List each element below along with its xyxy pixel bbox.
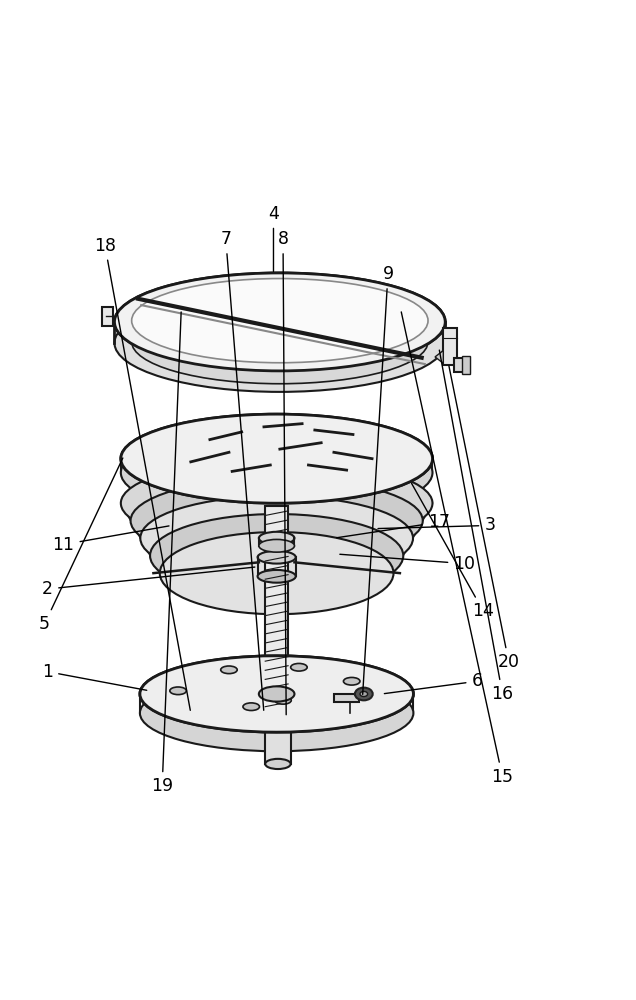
Ellipse shape [114,294,445,392]
Text: 19: 19 [151,312,181,795]
Ellipse shape [360,691,368,697]
Ellipse shape [291,663,307,671]
Text: 6: 6 [384,672,483,694]
Text: 5: 5 [39,458,123,633]
Ellipse shape [132,279,428,363]
FancyBboxPatch shape [102,307,113,326]
Ellipse shape [259,532,294,545]
Ellipse shape [140,656,413,732]
Text: 8: 8 [277,230,289,715]
Text: 15: 15 [401,312,513,786]
Ellipse shape [140,656,413,732]
FancyBboxPatch shape [454,358,470,372]
Ellipse shape [275,697,291,704]
Ellipse shape [121,460,432,546]
Text: 16: 16 [439,350,513,703]
Ellipse shape [114,273,445,371]
Text: 18: 18 [94,237,190,710]
Ellipse shape [150,514,403,597]
FancyBboxPatch shape [443,328,457,365]
Ellipse shape [343,677,360,685]
Text: 11: 11 [53,526,169,554]
Ellipse shape [130,478,423,563]
Ellipse shape [259,686,294,702]
Ellipse shape [160,532,394,614]
Ellipse shape [141,496,413,580]
Ellipse shape [221,666,237,674]
Ellipse shape [132,279,428,363]
Text: 10: 10 [340,554,475,573]
FancyBboxPatch shape [265,713,291,764]
Text: 17: 17 [336,513,450,538]
Ellipse shape [259,539,294,552]
Ellipse shape [243,703,259,711]
Ellipse shape [114,273,445,371]
Ellipse shape [265,759,291,769]
FancyBboxPatch shape [334,694,359,702]
Ellipse shape [170,687,186,695]
Text: 1: 1 [42,663,147,690]
Ellipse shape [121,428,432,517]
Ellipse shape [121,414,432,503]
Text: 3: 3 [378,516,495,534]
Text: 2: 2 [42,567,255,598]
Ellipse shape [258,551,296,564]
Ellipse shape [258,570,296,583]
Ellipse shape [121,414,432,503]
Ellipse shape [132,300,428,384]
Text: 20: 20 [449,366,520,671]
FancyBboxPatch shape [265,506,288,707]
Ellipse shape [140,675,413,751]
Polygon shape [435,351,443,363]
Ellipse shape [355,688,373,700]
Text: 9: 9 [363,265,394,694]
FancyBboxPatch shape [462,356,470,374]
Text: 7: 7 [220,230,264,710]
Text: 14: 14 [411,483,494,620]
Text: 4: 4 [268,205,279,271]
